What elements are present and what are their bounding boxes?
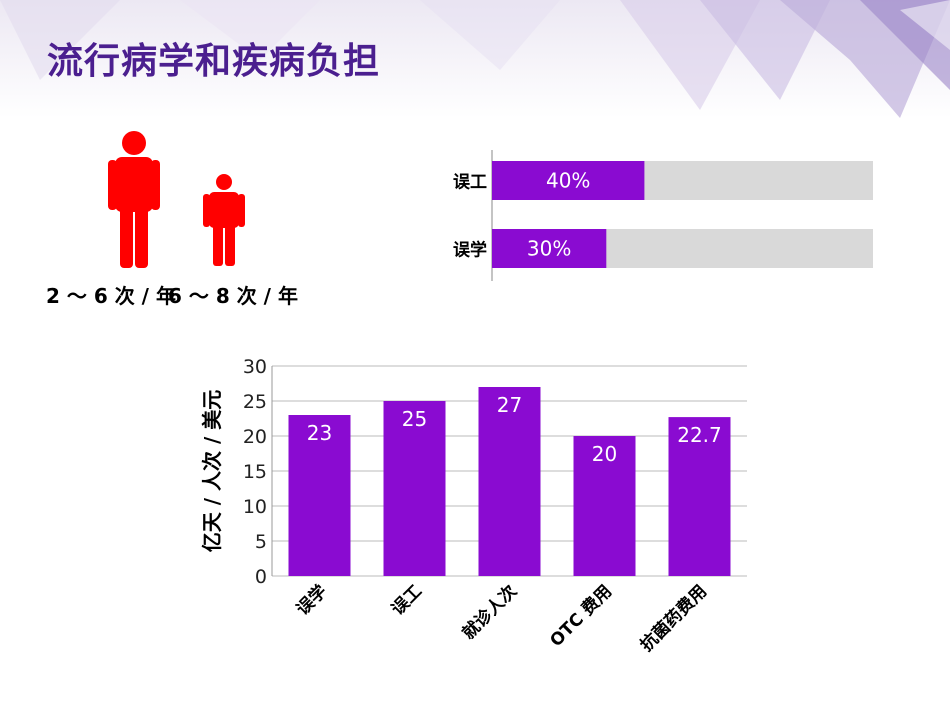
- bar-value-label: 22.7: [677, 423, 722, 447]
- y-tick-label: 30: [243, 356, 267, 378]
- y-tick-label: 0: [255, 566, 267, 588]
- hbar-value-label: 40%: [546, 169, 590, 193]
- child-frequency-label: 6 ～ 8 次 / 年: [168, 284, 298, 308]
- bar-value-label: 27: [497, 393, 522, 417]
- x-tick-label: 误学: [292, 581, 331, 620]
- x-tick-label: 就诊人次: [458, 581, 521, 644]
- bar: [383, 401, 446, 576]
- y-tick-label: 15: [243, 461, 267, 483]
- y-tick-label: 10: [243, 496, 267, 518]
- y-tick-label: 20: [243, 426, 267, 448]
- bar: [288, 415, 351, 576]
- hbar-category-label: 误工: [453, 173, 487, 193]
- page-title: 流行病学和疾病负担: [47, 41, 381, 82]
- hbar-bar: [492, 161, 645, 200]
- bar-value-label: 25: [402, 407, 427, 431]
- adult-frequency-label: 2 ～ 6 次 / 年: [46, 284, 176, 308]
- hbar-category-label: 误学: [453, 240, 487, 261]
- y-tick-label: 5: [255, 531, 267, 553]
- bar: [573, 436, 636, 576]
- bar: [478, 387, 541, 576]
- bar-value-label: 23: [307, 421, 332, 445]
- bar: [668, 417, 731, 576]
- y-tick-label: 25: [243, 391, 267, 413]
- x-tick-label: OTC 费用: [546, 581, 616, 651]
- hbar-value-label: 30%: [527, 237, 571, 261]
- hbar-bar: [492, 229, 607, 268]
- header-background: [0, 0, 950, 118]
- x-tick-label: 抗菌药费用: [636, 581, 711, 656]
- y-axis-title: 亿天 / 人次 / 美元: [200, 390, 224, 552]
- x-tick-label: 误工: [388, 581, 426, 619]
- bar-value-label: 20: [592, 442, 617, 466]
- child-figure-icon: [203, 174, 245, 266]
- adult-figure-icon: [108, 131, 160, 268]
